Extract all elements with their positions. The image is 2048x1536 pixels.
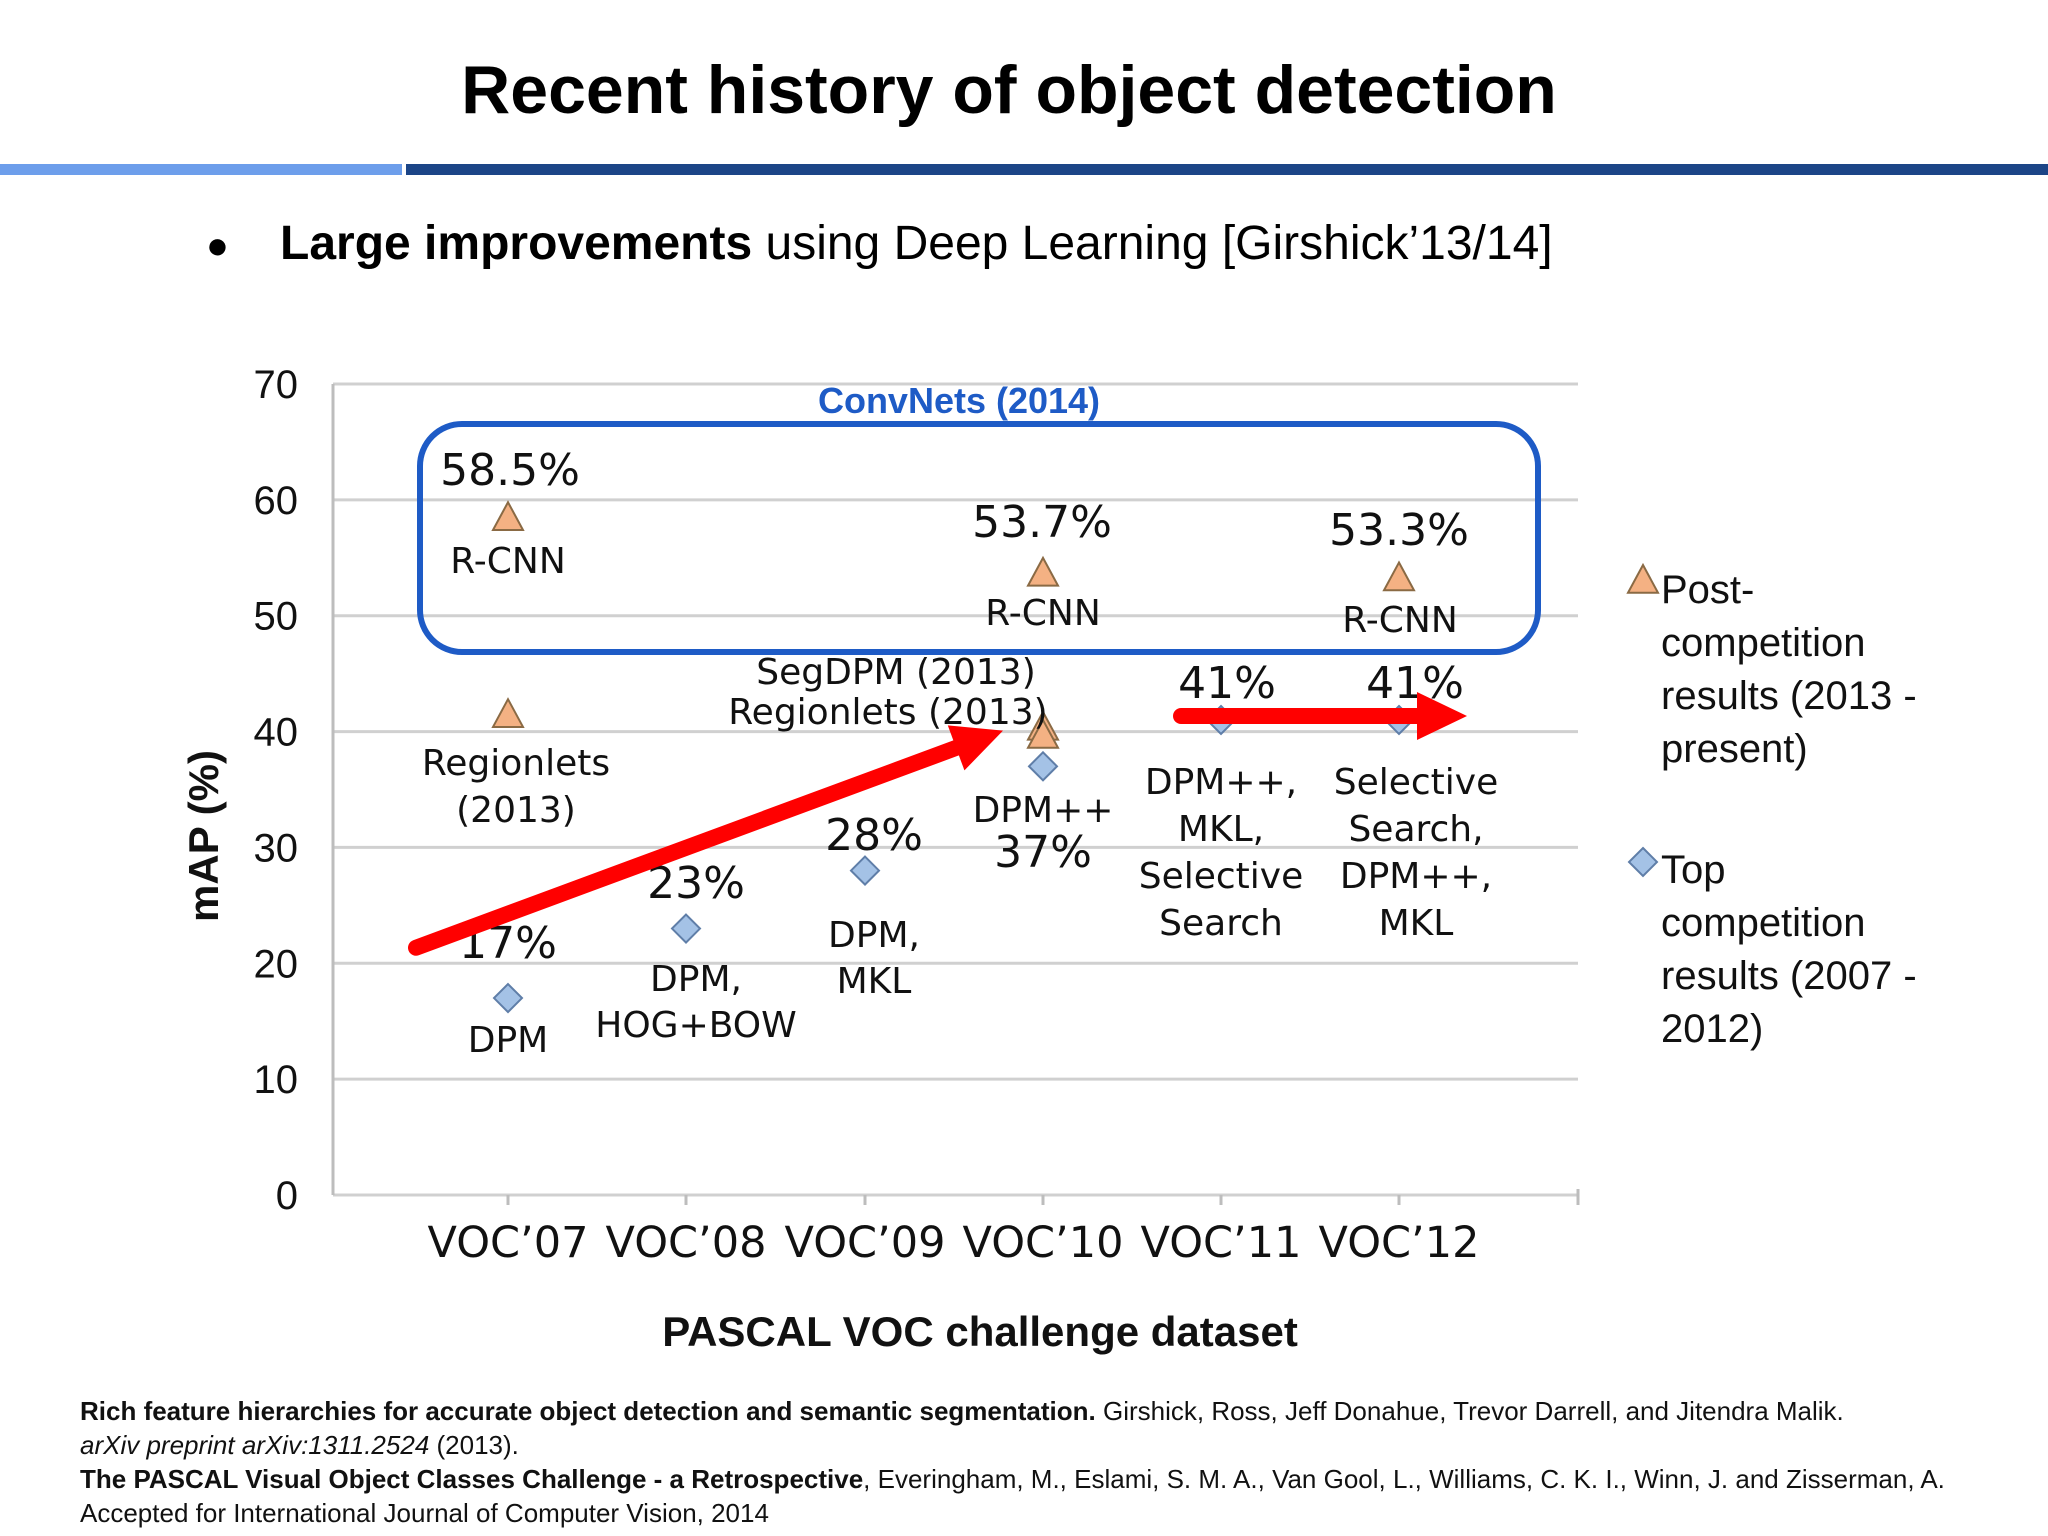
legend-label-post-competition: present): [1661, 727, 1808, 771]
top-competition-point: [670, 913, 702, 944]
x-axis-title: PASCAL VOC challenge dataset: [662, 1308, 1298, 1355]
point-annotation: MKL: [1379, 903, 1454, 944]
post-competition-point: [491, 697, 525, 728]
point-annotation: DPM: [468, 1020, 549, 1061]
top-competition-point: [492, 982, 524, 1014]
point-annotation: DPM,: [828, 915, 920, 956]
legend-label-top-competition: results (2007 -: [1661, 954, 1917, 998]
legend-label-post-competition: competition: [1661, 621, 1866, 665]
citation-2-title: The PASCAL Visual Object Classes Challen…: [80, 1464, 864, 1494]
x-tick-label: VOC’10: [963, 1218, 1124, 1268]
top-competition-point: [849, 855, 881, 887]
point-annotation: DPM,: [650, 959, 742, 1000]
citation-1-authors: Girshick, Ross, Jeff Donahue, Trevor Dar…: [1095, 1396, 1844, 1426]
citation-2-authors: , Everingham, M., Eslami, S. M. A., Van …: [80, 1464, 1945, 1528]
point-annotation: 53.7%: [972, 497, 1112, 548]
convnets-box-label: ConvNets (2014): [818, 380, 1100, 421]
bullet-bold-text: Large improvements: [280, 217, 753, 270]
x-tick-label: VOC’07: [428, 1218, 589, 1268]
point-annotation: DPM++,: [1340, 856, 1492, 897]
point-annotation: MKL,: [1178, 809, 1264, 850]
x-tick-label: VOC’08: [606, 1218, 767, 1268]
y-tick-label: 30: [254, 826, 299, 870]
y-axis-title: mAP (%): [180, 750, 227, 922]
point-annotation: (2013): [456, 790, 576, 831]
y-tick-label: 70: [254, 363, 299, 407]
legend-label-post-competition: results (2013 -: [1661, 674, 1917, 718]
bullet-rest-text: using Deep Learning [Girshick’13/14]: [752, 217, 1553, 270]
point-annotation: 41%: [1366, 658, 1464, 709]
x-tick-label: VOC’12: [1319, 1218, 1480, 1268]
point-annotation: 53.3%: [1329, 505, 1469, 556]
point-annotation: DPM++,: [1145, 762, 1297, 803]
point-annotation: R-CNN: [1342, 600, 1458, 641]
legend-label-top-competition: Top: [1661, 848, 1726, 892]
point-annotation: Search,: [1348, 809, 1483, 850]
bullet-dot: ●: [206, 225, 229, 267]
point-annotation: R-CNN: [450, 541, 566, 582]
citation-1-title: Rich feature hierarchies for accurate ob…: [80, 1396, 1096, 1426]
point-annotation: 58.5%: [440, 445, 580, 496]
post-competition-point: [1026, 717, 1060, 749]
title-rule-dark: [406, 164, 2048, 175]
point-annotation: R-CNN: [985, 593, 1101, 634]
point-annotation: Search: [1159, 903, 1283, 944]
point-annotation: Selective: [1334, 762, 1499, 803]
title-rule-light: [0, 164, 402, 175]
legend-triangle-marker: [1626, 562, 1660, 594]
y-tick-label: 60: [254, 479, 299, 523]
y-tick-label: 50: [254, 595, 299, 639]
legend-label-top-competition: competition: [1661, 901, 1866, 945]
legend-label-top-competition: 2012): [1661, 1007, 1763, 1051]
x-tick-label: VOC’11: [1141, 1218, 1302, 1268]
bullet-text: Large improvements using Deep Learning […: [280, 216, 1553, 272]
trend-arrow-rising-shaft: [408, 739, 965, 956]
trend-arrow-rising-head: [947, 725, 1003, 771]
point-annotation: DPM++: [973, 790, 1114, 831]
post-competition-point: [1026, 555, 1060, 587]
trend-arrow-flat-head: [1417, 691, 1467, 740]
top-competition-point: [1027, 750, 1059, 782]
point-annotation: 23%: [647, 858, 745, 909]
point-annotation: SegDPM (2013): [756, 652, 1036, 693]
point-annotation: MKL: [837, 961, 912, 1002]
citation-1-venue: arXiv preprint arXiv:1311.2524: [80, 1430, 430, 1460]
post-competition-point: [491, 500, 525, 531]
convnets-highlight-box: [417, 421, 1541, 655]
citations: Rich feature hierarchies for accurate ob…: [80, 1394, 2020, 1530]
citation-2: The PASCAL Visual Object Classes Challen…: [80, 1462, 2020, 1530]
x-tick-label: VOC’09: [785, 1218, 946, 1268]
point-annotation: Regionlets (2013): [728, 692, 1047, 733]
point-annotation: Selective: [1139, 856, 1304, 897]
y-tick-label: 10: [254, 1058, 299, 1102]
point-annotation: 28%: [825, 810, 923, 861]
point-annotation: 37%: [994, 827, 1092, 878]
y-tick-label: 20: [254, 942, 299, 986]
post-competition-point: [1382, 560, 1416, 592]
legend-label-post-competition: Post-: [1661, 568, 1754, 612]
point-annotation: Regionlets: [422, 743, 610, 784]
citation-1: Rich feature hierarchies for accurate ob…: [80, 1394, 2020, 1462]
point-annotation: 41%: [1178, 658, 1276, 709]
citation-1-year: (2013).: [429, 1430, 519, 1460]
y-tick-label: 0: [276, 1174, 298, 1218]
slide-title: Recent history of object detection: [461, 52, 1557, 128]
legend-diamond-marker: [1627, 846, 1659, 878]
point-annotation: HOG+BOW: [595, 1005, 796, 1046]
y-tick-label: 40: [254, 711, 299, 755]
